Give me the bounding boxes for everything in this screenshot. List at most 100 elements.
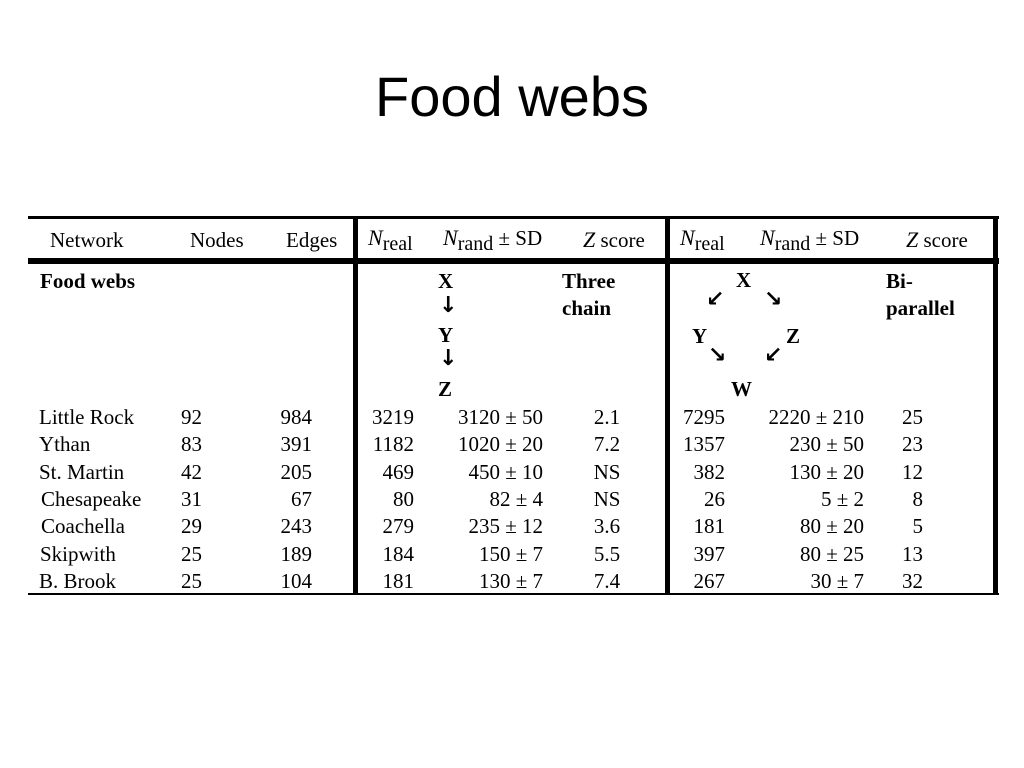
- table-row: Chesapeake 31 67 80 82 ± 4 NS 26 5 ± 2 8: [0, 487, 1024, 511]
- bottom-rule: [28, 593, 999, 595]
- cell-n-rand-a: 150 ± 7: [478, 542, 543, 566]
- cell-n-real-a: 3219: [372, 405, 414, 429]
- cell-z-b: 13: [902, 542, 923, 566]
- cell-edges: 243: [280, 514, 313, 538]
- header-n-rand-b: Nrand ± SD: [760, 225, 860, 255]
- cell-n-rand-a: 450 ± 10: [468, 460, 543, 484]
- cell-nodes: 42: [181, 460, 202, 484]
- cell-network: St. Martin: [39, 460, 125, 484]
- arrow-down-icon: ↓: [439, 293, 458, 318]
- divider-2: [665, 216, 670, 595]
- cell-n-real-b: 397: [693, 542, 726, 566]
- divider-1: [353, 216, 358, 595]
- cell-n-real-a: 80: [393, 487, 414, 511]
- motif-b-name-line2: parallel: [886, 296, 955, 320]
- cell-n-rand-a: 1020 ± 20: [457, 432, 543, 456]
- table-row: Skipwith 25 189 184 150 ± 7 5.5 397 80 ±…: [0, 542, 1024, 566]
- arrow-down-left-icon: ↙: [764, 343, 783, 368]
- motif-a-node-x: X: [438, 269, 454, 293]
- header-n-real-a: Nreal: [368, 225, 413, 255]
- cell-z-a: 7.4: [593, 569, 621, 593]
- cell-z-a: NS: [593, 460, 621, 484]
- cell-edges: 104: [280, 569, 313, 593]
- cell-n-rand-b: 230 ± 50: [789, 432, 864, 456]
- motif-b-node-x: X: [736, 268, 752, 292]
- cell-n-rand-a: 82 ± 4: [489, 487, 543, 511]
- cell-n-real-b: 26: [704, 487, 725, 511]
- header-network: Network: [50, 228, 124, 252]
- cell-z-b: 12: [902, 460, 923, 484]
- cell-z-a: NS: [593, 487, 621, 511]
- cell-nodes: 25: [181, 569, 202, 593]
- motif-a-node-z: Z: [438, 377, 453, 401]
- cell-n-rand-a: 235 ± 12: [468, 514, 543, 538]
- header-rule: [28, 258, 999, 264]
- cell-nodes: 92: [181, 405, 202, 429]
- cell-n-real-b: 181: [693, 514, 726, 538]
- cell-n-rand-b: 80 ± 25: [799, 542, 864, 566]
- arrow-down-right-icon: ↘: [708, 343, 727, 368]
- cell-z-a: 7.2: [593, 432, 621, 456]
- cell-z-b: 32: [902, 569, 923, 593]
- table-row: Coachella 29 243 279 235 ± 12 3.6 181 80…: [0, 514, 1024, 538]
- motif-b-node-y: Y: [692, 324, 708, 348]
- cell-n-real-b: 382: [693, 460, 726, 484]
- cell-nodes: 31: [181, 487, 202, 511]
- cell-n-real-a: 1182: [372, 432, 414, 456]
- cell-edges: 391: [280, 432, 313, 456]
- motif-a-name-line2: chain: [562, 296, 612, 320]
- cell-n-real-b: 1357: [683, 432, 725, 456]
- header-nodes: Nodes: [190, 228, 244, 252]
- header-n-real-b: Nreal: [680, 225, 725, 255]
- cell-n-real-a: 469: [382, 460, 415, 484]
- cell-z-b: 8: [912, 487, 924, 511]
- table-row: St. Martin 42 205 469 450 ± 10 NS 382 13…: [0, 460, 1024, 484]
- cell-network: B. Brook: [39, 569, 117, 593]
- motif-b-node-w: W: [731, 377, 752, 401]
- cell-n-rand-b: 80 ± 20: [799, 514, 864, 538]
- cell-n-rand-b: 5 ± 2: [820, 487, 864, 511]
- cell-network: Chesapeake: [41, 487, 142, 511]
- table-row: Little Rock 92 984 3219 3120 ± 50 2.1 72…: [0, 405, 1024, 429]
- cell-n-real-a: 181: [382, 569, 415, 593]
- cell-edges: 984: [280, 405, 313, 429]
- cell-nodes: 25: [181, 542, 202, 566]
- arrow-down-left-icon: ↙: [706, 287, 725, 312]
- header-z-score-a: Z score: [583, 227, 645, 253]
- cell-edges: 67: [291, 487, 312, 511]
- motif-b-node-z: Z: [786, 324, 801, 348]
- table-row: Ythan 83 391 1182 1020 ± 20 7.2 1357 230…: [0, 432, 1024, 456]
- cell-n-real-a: 279: [382, 514, 415, 538]
- cell-nodes: 83: [181, 432, 202, 456]
- table-row: B. Brook 25 104 181 130 ± 7 7.4 267 30 ±…: [0, 569, 1024, 593]
- cell-z-b: 5: [912, 514, 924, 538]
- cell-z-a: 5.5: [593, 542, 621, 566]
- header-z-score-b: Z score: [906, 227, 968, 253]
- arrow-down-right-icon: ↘: [764, 287, 783, 312]
- cell-n-rand-b: 30 ± 7: [810, 569, 864, 593]
- cell-network: Skipwith: [40, 542, 116, 566]
- cell-z-a: 2.1: [593, 405, 621, 429]
- cell-edges: 189: [280, 542, 313, 566]
- motif-b-name-line1: Bi-: [886, 269, 913, 293]
- cell-n-rand-b: 130 ± 20: [789, 460, 864, 484]
- cell-n-real-b: 7295: [683, 405, 725, 429]
- cell-n-real-b: 267: [693, 569, 726, 593]
- cell-nodes: 29: [181, 514, 202, 538]
- motif-a-node-y: Y: [438, 323, 454, 347]
- cell-network: Coachella: [41, 514, 125, 538]
- slide-title: Food webs: [375, 65, 649, 128]
- cell-n-rand-a: 3120 ± 50: [457, 405, 543, 429]
- cell-n-rand-a: 130 ± 7: [478, 569, 543, 593]
- top-rule: [28, 216, 999, 219]
- arrow-down-icon: ↓: [439, 346, 458, 371]
- cell-z-b: 25: [902, 405, 923, 429]
- cell-network: Ythan: [39, 432, 91, 456]
- cell-n-rand-b: 2220 ± 210: [768, 405, 864, 429]
- header-edges: Edges: [286, 228, 338, 252]
- cell-network: Little Rock: [39, 405, 135, 429]
- section-label: Food webs: [40, 269, 136, 293]
- cell-z-b: 23: [902, 432, 923, 456]
- cell-n-real-a: 184: [382, 542, 415, 566]
